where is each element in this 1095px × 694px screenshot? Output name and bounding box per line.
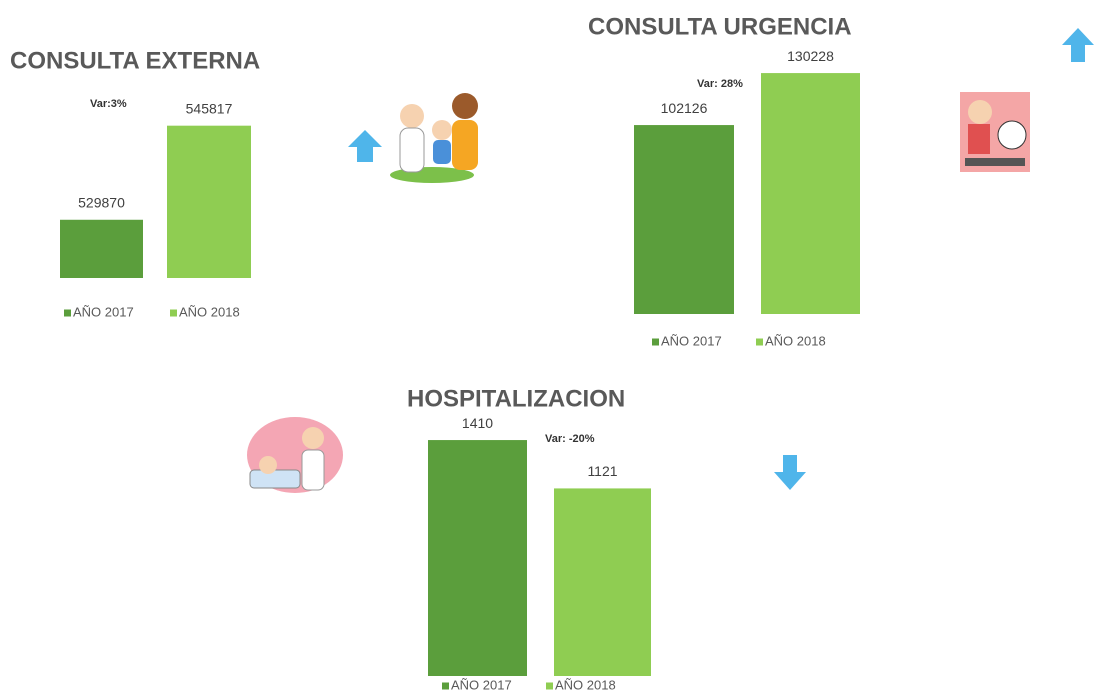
chart-title: HOSPITALIZACION [407,385,625,412]
legend-swatch [170,310,177,317]
down-arrow [774,455,806,490]
data-label: 529870 [78,194,125,210]
bar [761,73,860,314]
doctor-icon [390,93,478,183]
legend-label: AÑO 2017 [451,677,512,692]
up-arrow [1062,28,1094,62]
annotation: Var:3% [90,98,127,110]
legend-swatch [64,310,71,317]
bar [554,488,651,676]
legend-swatch [756,339,763,346]
chart-title: CONSULTA URGENCIA [588,13,852,40]
up-arrow [348,130,382,162]
bar [428,440,527,676]
data-label: 545817 [186,100,233,116]
chart-title: CONSULTA EXTERNA [10,47,260,74]
legend-swatch [546,683,553,690]
bar [634,125,734,314]
legend-label: AÑO 2017 [661,333,722,348]
bar [60,220,143,278]
legend-label: AÑO 2018 [555,677,616,692]
legend-swatch [442,683,449,690]
legend-label: AÑO 2018 [179,304,240,319]
legend-swatch [652,339,659,346]
annotation: Var: 28% [697,78,743,90]
data-label: 1410 [462,415,493,431]
data-label: 1121 [587,463,617,479]
annotation: Var: -20% [545,433,595,445]
legend-label: AÑO 2017 [73,304,134,319]
emergency-icon [960,92,1030,172]
data-label: 102126 [661,100,708,116]
hospital-icon [247,417,343,493]
data-label: 130228 [787,48,834,64]
bar [167,126,251,278]
legend-label: AÑO 2018 [765,333,826,348]
dashboard: CONSULTA EXTERNA Var:3% 529870 AÑO 2017 5458… [0,0,1095,694]
